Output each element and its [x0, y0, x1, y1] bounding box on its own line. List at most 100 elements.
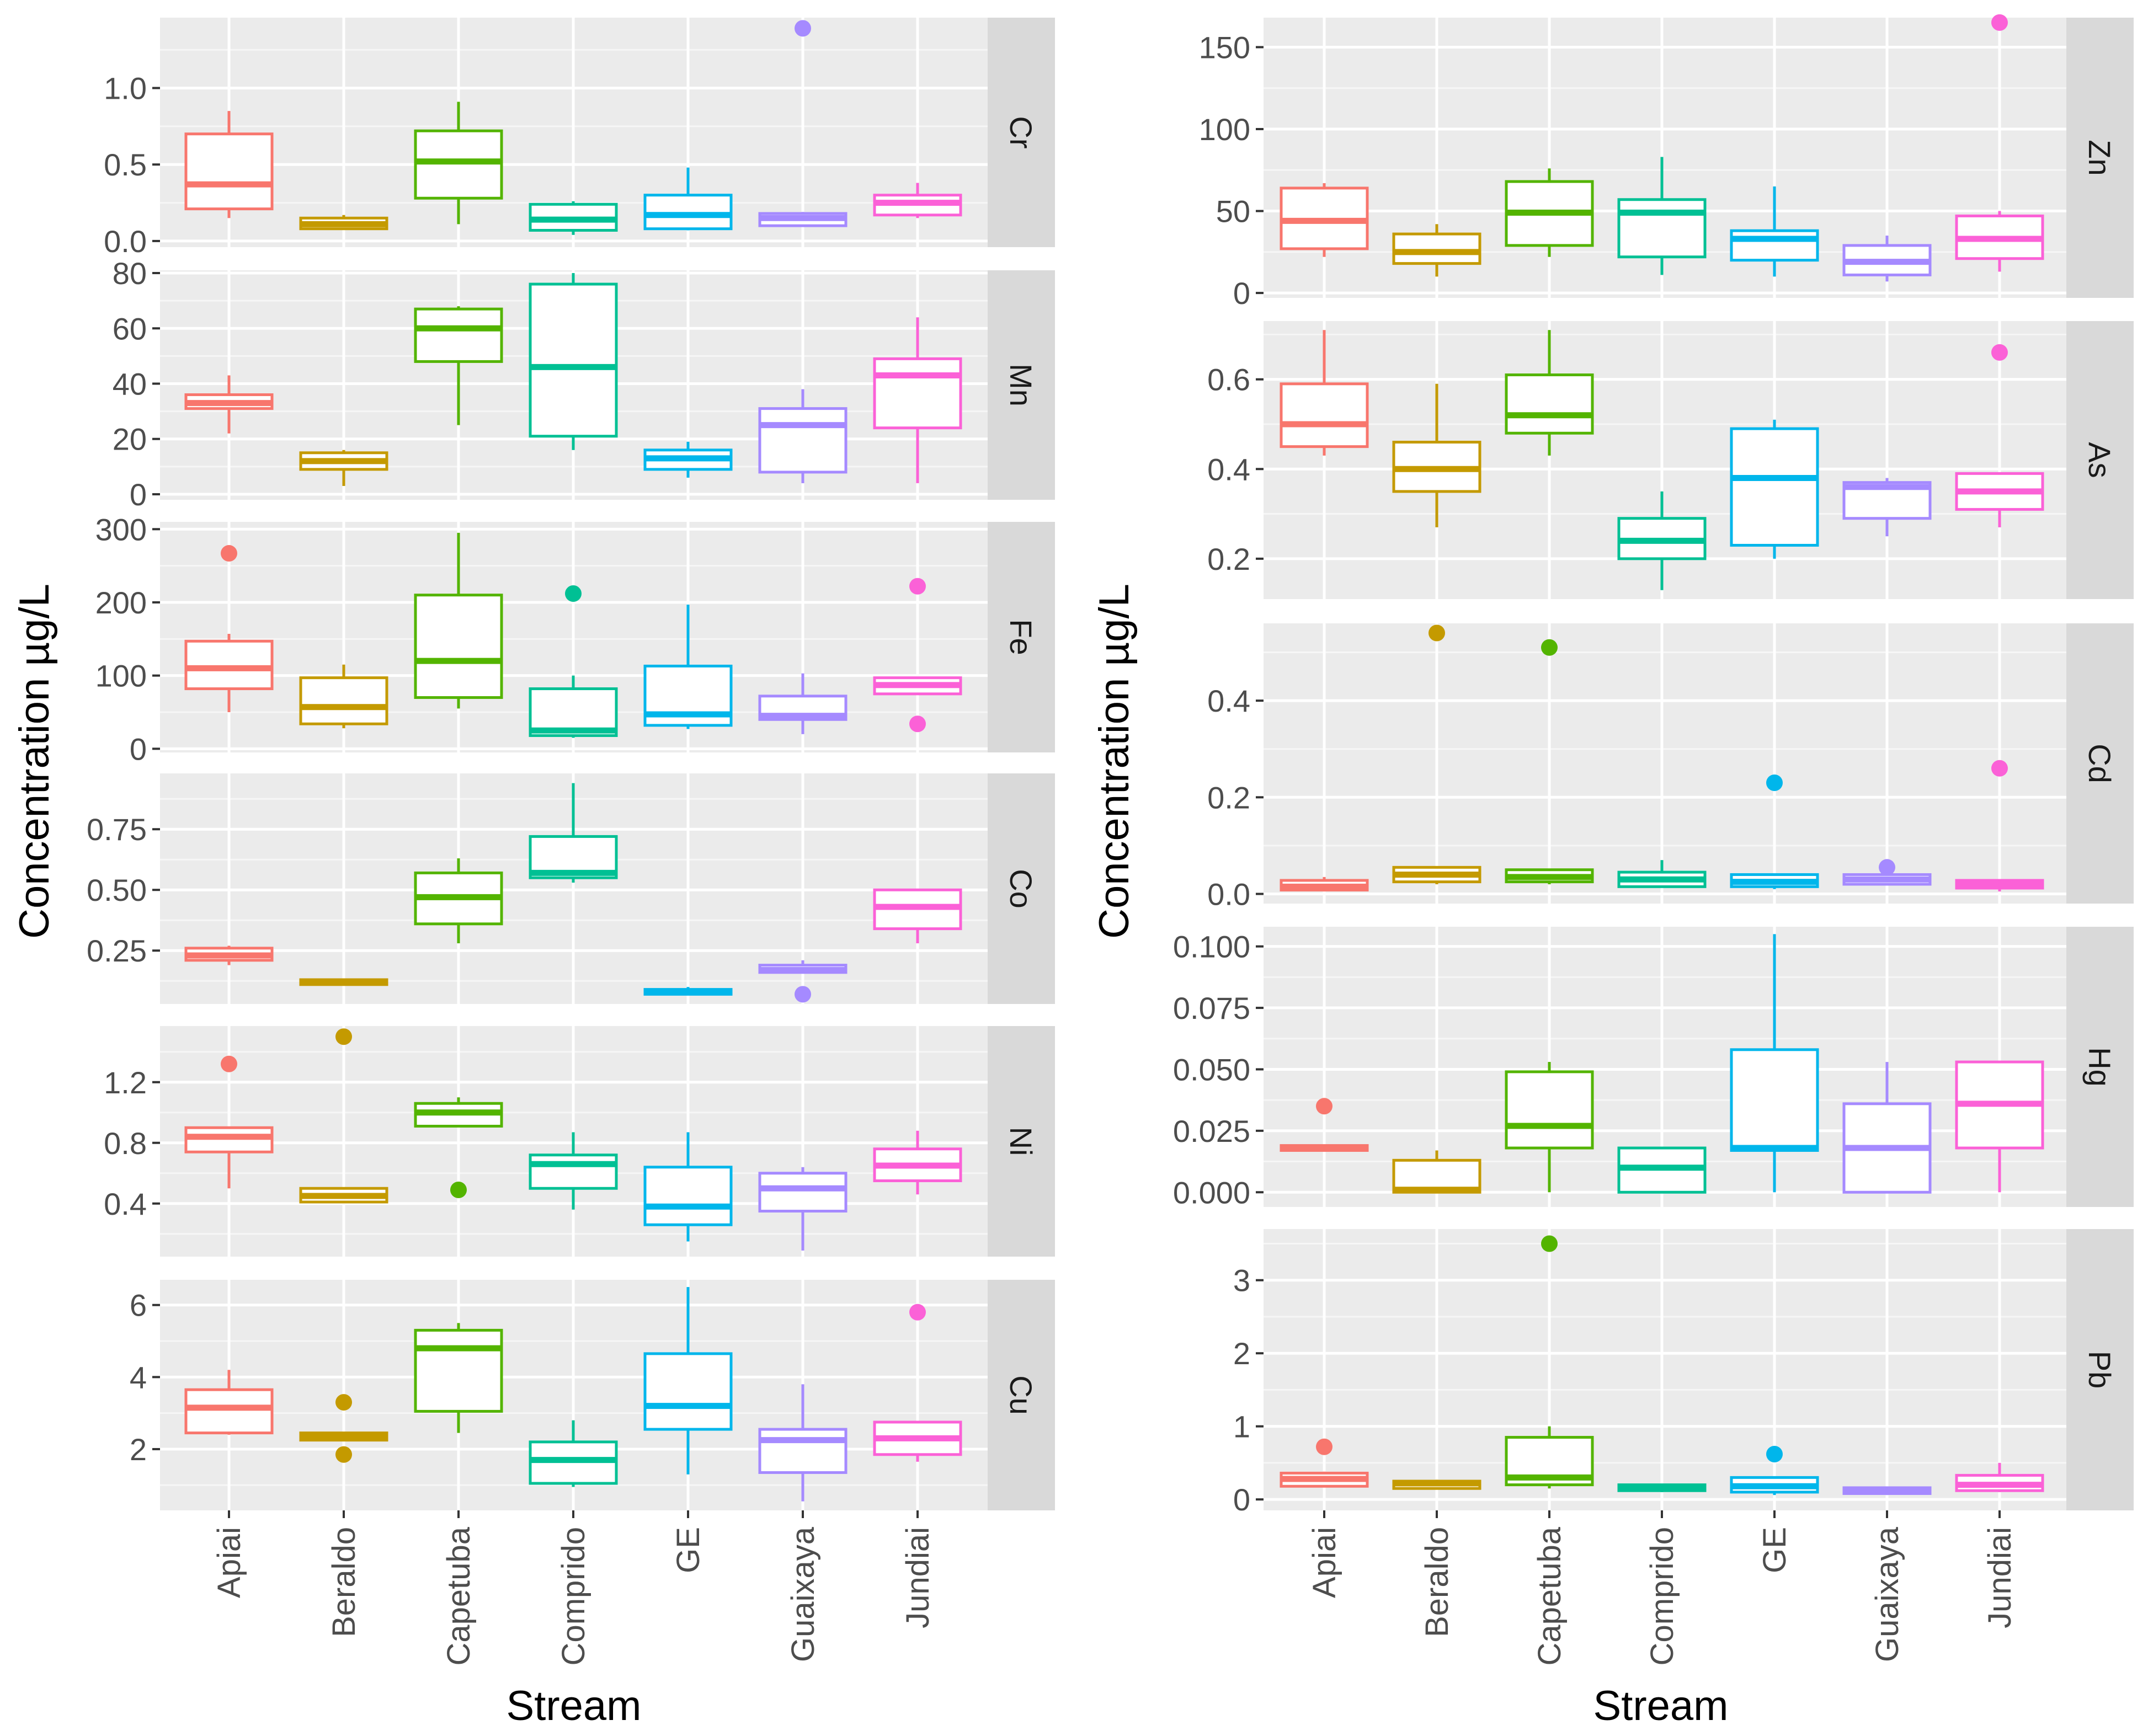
- right-x-axis-title: Stream: [1593, 1682, 1729, 1729]
- box-Beraldo: [299, 450, 388, 486]
- y-tick-label: 0.4: [1207, 452, 1250, 487]
- box-Jundiai: [1955, 1060, 2044, 1193]
- box-Guaixaya: [1842, 478, 1932, 537]
- box-Guaixaya: [758, 960, 848, 1003]
- box-Comprido: [529, 1420, 618, 1487]
- box-GE: [643, 441, 733, 478]
- box-GE: [1730, 1446, 1819, 1495]
- x-tick-label-Apiai: Apiai: [1307, 1527, 1342, 1598]
- box-Beraldo: [1392, 624, 1481, 884]
- x-tick-label-Capetuba: Capetuba: [441, 1526, 477, 1665]
- y-tick-label: 0.4: [1207, 683, 1250, 718]
- y-tick-label: 200: [95, 585, 147, 620]
- facet-Co: 0.25 0.50 0.75 Co: [87, 773, 1055, 1004]
- y-tick-label: 0.050: [1173, 1052, 1250, 1087]
- box-Guaixaya: [758, 673, 848, 734]
- outlier-point: [909, 578, 926, 595]
- left-y-axis-title: Concentration µg/L: [11, 584, 58, 939]
- x-tick-label-GE: GE: [670, 1527, 706, 1573]
- facet-strip: [988, 522, 1055, 752]
- y-tick-label: 60: [113, 311, 147, 346]
- outlier-point: [1541, 639, 1558, 656]
- iqr-box: [873, 357, 962, 430]
- box-Apiai: [1280, 183, 1369, 257]
- facet-Pb: 0 1 2 3 Pb: [1233, 1229, 2134, 1518]
- x-tick-label-Beraldo: Beraldo: [1419, 1527, 1455, 1637]
- box-Apiai: [184, 1370, 274, 1435]
- outlier-point: [221, 1055, 237, 1072]
- iqr-box: [184, 132, 274, 211]
- outlier-point: [335, 1028, 352, 1045]
- box-Jundiai: [873, 317, 962, 483]
- outlier-point: [909, 1304, 926, 1321]
- iqr-box: [414, 1328, 503, 1413]
- outlier-point: [909, 715, 926, 733]
- y-tick-label: 1.0: [104, 71, 147, 106]
- box-Apiai: [1280, 1438, 1369, 1488]
- outlier-point: [1541, 1235, 1558, 1252]
- y-tick-label: 0.0: [104, 224, 147, 259]
- box-Capetuba: [1505, 168, 1594, 257]
- box-Beraldo: [1392, 1150, 1481, 1194]
- facet-strip-label: Cu: [1004, 1375, 1038, 1415]
- y-tick-label: 0: [1233, 1482, 1250, 1517]
- box-GE: [1730, 419, 1819, 559]
- box-GE: [643, 987, 733, 996]
- y-tick-label: 0.5: [104, 147, 147, 182]
- y-tick-label: 50: [1216, 194, 1250, 229]
- y-tick-label: 100: [1199, 112, 1250, 147]
- iqr-box: [414, 129, 503, 200]
- facet-strip: [2066, 321, 2134, 599]
- iqr-box: [1505, 1070, 1594, 1150]
- y-tick-label: 0.75: [87, 812, 147, 847]
- panel-background: [1264, 1229, 2066, 1510]
- iqr-box: [758, 407, 848, 474]
- box-Comprido: [1617, 1483, 1707, 1492]
- outlier-point: [1991, 14, 2008, 31]
- iqr-box: [184, 639, 274, 691]
- box-Guaixaya: [1842, 859, 1932, 886]
- outlier-point: [1766, 774, 1783, 792]
- outlier-point: [1766, 1446, 1783, 1462]
- box-Guaixaya: [758, 389, 848, 483]
- box-Guaixaya: [1842, 236, 1932, 282]
- iqr-box: [529, 282, 618, 438]
- box-Beraldo: [1392, 383, 1481, 527]
- y-tick-label: 20: [113, 422, 147, 457]
- box-Jundiai: [1955, 1462, 2044, 1492]
- y-tick-label: 3: [1233, 1263, 1250, 1298]
- y-tick-label: 0.100: [1173, 930, 1250, 964]
- y-tick-label: 6: [130, 1288, 147, 1323]
- box-Comprido: [529, 273, 618, 450]
- iqr-box: [414, 594, 503, 699]
- x-tick-label-Comprido: Comprido: [1644, 1527, 1680, 1665]
- box-Guaixaya: [758, 1384, 848, 1502]
- box-Apiai: [184, 946, 274, 965]
- facet-Cu: 2 4 6 Cu: [130, 1280, 1055, 1518]
- y-tick-label: 0.000: [1173, 1175, 1250, 1210]
- facet-strip: [988, 1026, 1055, 1257]
- facet-strip-label: Cr: [1004, 116, 1038, 148]
- box-GE: [1730, 934, 1819, 1193]
- iqr-box: [1505, 373, 1594, 435]
- x-tick-label-Guaixaya: Guaixaya: [1869, 1526, 1905, 1662]
- box-Apiai: [184, 1055, 274, 1189]
- box-Jundiai: [873, 888, 962, 943]
- y-tick-label: 2: [1233, 1336, 1250, 1371]
- iqr-box: [299, 676, 388, 725]
- facet-strip-label: Co: [1004, 869, 1038, 909]
- facet-strip-label: Zn: [2082, 140, 2117, 175]
- box-Guaixaya: [1842, 1486, 1932, 1495]
- box-Beraldo: [1392, 1479, 1481, 1490]
- iqr-box: [758, 1172, 848, 1212]
- box-Comprido: [1617, 860, 1707, 888]
- y-tick-label: 0: [130, 477, 147, 512]
- x-tick-label-Comprido: Comprido: [556, 1527, 591, 1665]
- box-Capetuba: [1505, 330, 1594, 456]
- facet-strip: [2066, 623, 2134, 904]
- facet-strip: [2066, 18, 2134, 298]
- box-Comprido: [529, 585, 618, 738]
- y-tick-label: 0.50: [87, 873, 147, 907]
- box-Capetuba: [414, 1097, 503, 1198]
- box-Capetuba: [1505, 1235, 1594, 1489]
